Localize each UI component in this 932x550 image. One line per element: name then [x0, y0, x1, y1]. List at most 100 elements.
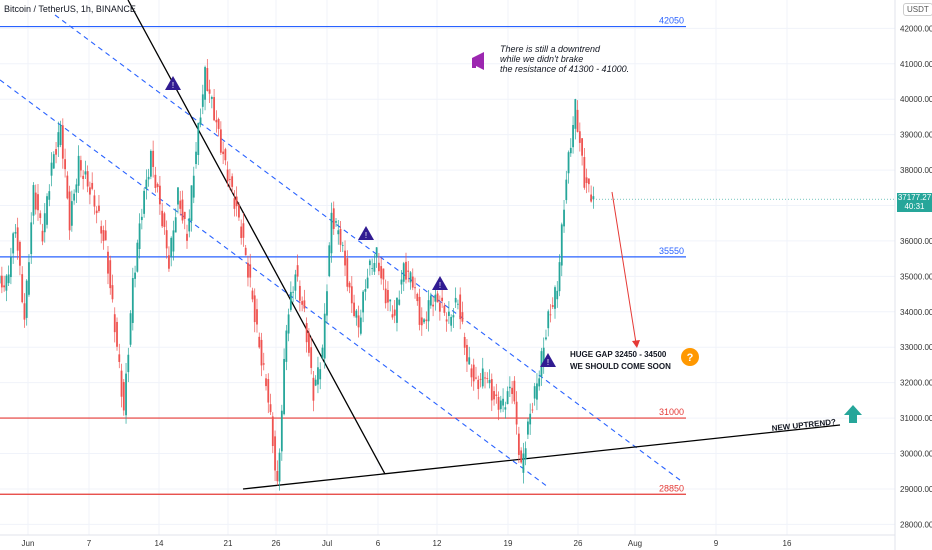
candle-body [190, 185, 193, 221]
x-tick-label: 21 [224, 539, 233, 548]
candle-body [168, 255, 170, 269]
candle-body [186, 233, 188, 241]
candle-body [177, 187, 179, 205]
candle-body [350, 286, 353, 304]
x-tick-label: 26 [574, 539, 583, 548]
candle-body [517, 433, 520, 455]
candle-body [122, 382, 125, 411]
candle-body [436, 293, 439, 303]
candle-body [522, 453, 525, 473]
candle-body [183, 211, 186, 219]
candle-body [382, 268, 385, 280]
candle-body [452, 315, 455, 318]
candle-body [323, 313, 326, 359]
candle-body [30, 222, 33, 255]
candle-body [551, 305, 554, 307]
candle-body [48, 191, 51, 200]
candle-body [57, 132, 60, 148]
candle-body [592, 196, 595, 200]
candle-body [5, 275, 8, 291]
candle-body [529, 413, 532, 425]
candle-body [271, 416, 274, 447]
candle-body [294, 274, 297, 291]
candle-body [206, 68, 209, 91]
candle-body [362, 291, 365, 313]
candle-body [75, 184, 78, 193]
candle-body [400, 279, 403, 285]
candle-body [238, 205, 240, 218]
candle-body [463, 336, 466, 348]
candle-body [578, 131, 581, 143]
downtrend-line [127, 0, 386, 475]
candle-body [228, 179, 231, 180]
candle-body [55, 149, 57, 155]
y-tick-label: 41000.00 [900, 60, 932, 69]
candle-body [159, 185, 161, 205]
candle-body [405, 261, 407, 280]
x-tick-label: 7 [87, 539, 92, 548]
candle-body [113, 314, 116, 333]
candle-body [267, 379, 270, 403]
candle-body [161, 210, 164, 227]
candle-body [125, 373, 127, 416]
level-label: 31000 [659, 407, 684, 417]
candle-body [454, 297, 457, 303]
candle-body [461, 312, 464, 322]
candle-body [244, 247, 247, 256]
candle-body [179, 200, 182, 209]
candle-body [0, 275, 3, 288]
red-arrow-down [611, 191, 640, 348]
candle-body [37, 194, 39, 211]
candle-body [330, 212, 333, 254]
candle-body [172, 230, 175, 252]
candle-body [68, 191, 71, 231]
bar-countdown: 40:31 [904, 202, 925, 211]
warning-icon: ! [165, 76, 181, 90]
candle-body [398, 299, 401, 305]
currency-badge[interactable]: USDT [903, 3, 932, 16]
candle-body [118, 354, 121, 362]
candle-body [210, 96, 213, 99]
candle-body [93, 195, 96, 207]
candles [0, 59, 895, 491]
candle-body [434, 294, 437, 302]
candle-body [59, 125, 62, 146]
candle-body [393, 309, 396, 316]
candle-body [79, 160, 82, 171]
candle-body [475, 377, 477, 379]
candle-body [493, 391, 495, 400]
candle-body [131, 278, 134, 323]
candle-body [145, 179, 148, 190]
candle-body [495, 394, 498, 397]
candle-body [156, 184, 159, 188]
candle-body [107, 251, 109, 274]
candle-body [102, 230, 105, 241]
candle-body [140, 216, 143, 221]
candle-body [61, 125, 64, 159]
warning-icon: ! [432, 276, 448, 290]
svg-text:!: ! [439, 281, 441, 290]
annotation-line: the resistance of 41300 - 41000. [500, 64, 629, 74]
candle-body [253, 295, 256, 323]
candle-body [429, 295, 432, 306]
candle-body [450, 316, 453, 326]
horizontal-levels: 42050 35550 31000 28850 [0, 16, 686, 495]
candle-body [545, 337, 547, 340]
y-tick-label: 31000.00 [900, 414, 932, 423]
x-tick-label: Jun [22, 539, 35, 548]
candle-body [457, 303, 459, 305]
candle-body [298, 285, 301, 301]
candle-body [558, 262, 561, 292]
candle-body [511, 387, 514, 394]
candle-body [0, 275, 1, 284]
candle-body [427, 300, 430, 322]
candle-body [353, 302, 355, 317]
candle-body [296, 265, 299, 277]
candle-body [226, 169, 229, 182]
candle-body [73, 193, 76, 201]
candle-body [423, 319, 425, 323]
candle-body [43, 213, 46, 233]
candle-body [301, 301, 304, 305]
